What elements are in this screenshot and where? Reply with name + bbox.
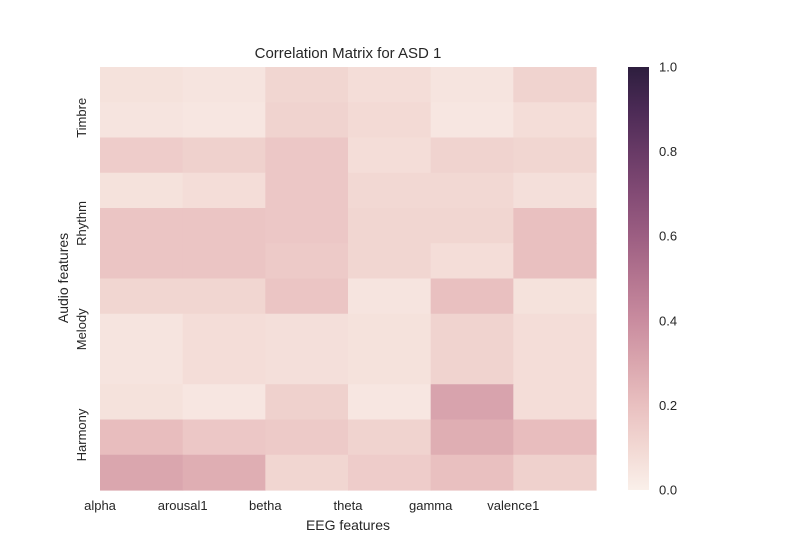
heatmap-cell (100, 454, 184, 491)
heatmap-cell (430, 67, 514, 103)
heatmap-cell (513, 172, 597, 209)
heatmap-cell (348, 208, 432, 244)
x-axis-label: EEG features (306, 517, 390, 533)
colorbar-tick-label: 0.8 (659, 144, 677, 159)
heatmap-cell (182, 384, 266, 421)
heatmap-cell (100, 313, 184, 350)
heatmap-cell (100, 172, 184, 209)
heatmap-cell (100, 102, 184, 139)
heatmap-cell (265, 102, 349, 139)
heatmap-cell (513, 243, 597, 280)
heatmap-cell (182, 172, 266, 209)
heatmap-cell (513, 278, 597, 315)
heatmap-cell (182, 102, 266, 139)
heatmap-cell (513, 208, 597, 244)
x-tick-label: arousal1 (158, 498, 208, 513)
x-tick-label: valence1 (487, 498, 539, 513)
heatmap-cell (265, 67, 349, 103)
heatmap-cell (182, 313, 266, 350)
heatmap-cell (182, 349, 266, 385)
colorbar (628, 67, 649, 490)
heatmap-cell (265, 278, 349, 315)
heatmap-cell (182, 278, 266, 315)
colorbar-tick-label: 1.0 (659, 60, 677, 75)
heatmap-cell (430, 172, 514, 209)
y-tick-label: Timbre (74, 98, 89, 138)
y-tick-label: Rhythm (74, 201, 89, 246)
heatmap-cell (348, 349, 432, 385)
heatmap-cell (182, 67, 266, 103)
heatmap-cell (430, 313, 514, 350)
heatmap-cell (430, 419, 514, 456)
heatmap-cell (348, 137, 432, 174)
heatmap-cell (430, 102, 514, 139)
heatmap-cell (100, 384, 184, 421)
heatmap-cell (265, 454, 349, 491)
heatmap-cell (430, 278, 514, 315)
x-tick-labels: alpha arousal1 betha theta gamma valence1 (84, 498, 539, 513)
y-tick-label: Harmony (74, 408, 89, 461)
heatmap-cell (430, 137, 514, 174)
heatmap-cell (265, 313, 349, 350)
heatmap-cell (513, 384, 597, 421)
heatmap-cell (265, 349, 349, 385)
y-axis-label: Audio features (55, 233, 71, 323)
heatmap-cell (182, 208, 266, 244)
heatmap-cell (430, 384, 514, 421)
heatmap-cell (265, 243, 349, 280)
heatmap-cell (348, 313, 432, 350)
heatmap-cell (348, 419, 432, 456)
x-tick-label: gamma (409, 498, 453, 513)
x-tick-label: alpha (84, 498, 117, 513)
heatmap-cell (348, 67, 432, 103)
y-tick-labels: Timbre Rhythm Melody Harmony (74, 98, 89, 462)
heatmap-cell (100, 208, 184, 244)
heatmap-cell (348, 454, 432, 491)
colorbar-tick-labels: 0.0 0.2 0.4 0.6 0.8 1.0 (659, 60, 677, 498)
heatmap-cell (348, 278, 432, 315)
heatmap-cell (265, 208, 349, 244)
heatmap-cell (430, 454, 514, 491)
colorbar-tick-label: 0.2 (659, 398, 677, 413)
heatmap-cell (100, 419, 184, 456)
heatmap-cell (100, 67, 184, 103)
heatmap-cell (513, 313, 597, 350)
heatmap-cell (265, 172, 349, 209)
colorbar-tick-label: 0.0 (659, 483, 677, 498)
heatmap-cell (100, 349, 184, 385)
heatmap-cell (430, 243, 514, 280)
heatmap-cell (182, 454, 266, 491)
heatmap-cell (100, 243, 184, 280)
heatmap-cell (348, 102, 432, 139)
colorbar-tick-label: 0.4 (659, 313, 677, 328)
heatmap-cell (182, 419, 266, 456)
colorbar-tick-label: 0.6 (659, 229, 677, 244)
heatmap-cell (430, 349, 514, 385)
y-tick-label: Melody (74, 308, 89, 350)
x-tick-label: betha (249, 498, 282, 513)
heatmap-cell (513, 67, 597, 103)
heatmap-cell (100, 278, 184, 315)
chart-title: Correlation Matrix for ASD 1 (255, 45, 442, 62)
heatmap-cell (513, 349, 597, 385)
heatmap-cell (430, 208, 514, 244)
heatmap-cell (348, 243, 432, 280)
heatmap-cell (513, 454, 597, 491)
heatmap-cell (182, 243, 266, 280)
heatmap-cell (265, 137, 349, 174)
heatmap-cell (265, 384, 349, 421)
heatmap-cell (348, 172, 432, 209)
heatmap-cell (348, 384, 432, 421)
heatmap-cell (513, 137, 597, 174)
heatmap-cell (513, 419, 597, 456)
heatmap-cell (513, 102, 597, 139)
heatmap-cell (182, 137, 266, 174)
heatmap-cell (265, 419, 349, 456)
x-tick-label: theta (334, 498, 364, 513)
heatmap-cell (100, 137, 184, 174)
heatmap-cells (100, 67, 597, 491)
